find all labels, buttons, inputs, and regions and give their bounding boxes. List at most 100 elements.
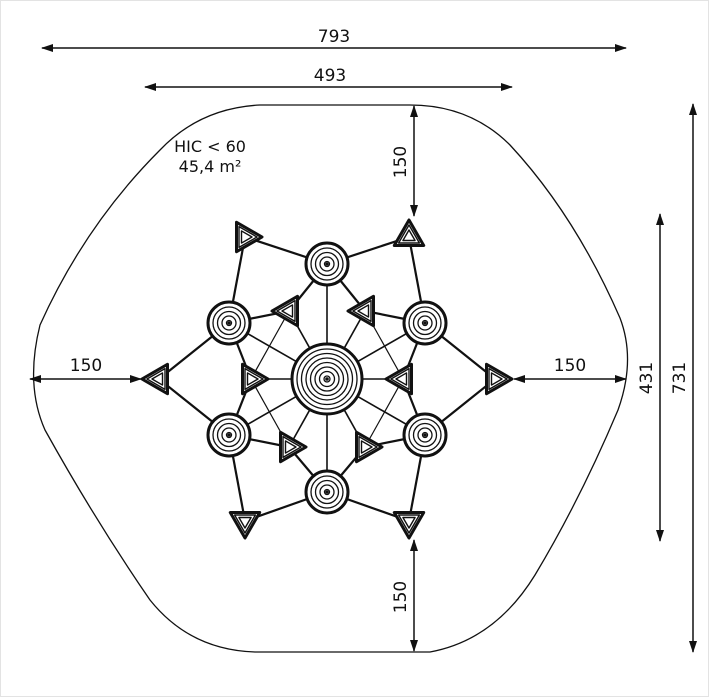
disc-ring	[319, 484, 335, 500]
triangle-ring	[238, 225, 258, 249]
triangle-ring	[352, 299, 372, 323]
disc-ring	[305, 357, 349, 401]
disc-ring	[300, 352, 354, 406]
disc-ring	[216, 310, 242, 336]
disc-ring	[314, 251, 340, 277]
outer-triangle-right	[485, 362, 514, 396]
triangle-ring	[402, 516, 416, 529]
disc-ring	[212, 418, 246, 452]
bottom-clearance-label: 150	[391, 581, 411, 613]
disc-center	[227, 433, 231, 437]
center-disc	[290, 342, 364, 416]
inner-triangle-left	[241, 362, 270, 396]
disc-ring	[412, 310, 438, 336]
disc-ring	[318, 370, 336, 388]
outer-triangle-left	[140, 362, 169, 396]
ring-disc-mbr	[402, 412, 448, 458]
triangle-ring	[488, 367, 508, 391]
disc-ring	[314, 366, 340, 392]
triangle-ring	[151, 372, 164, 386]
inner-triangle-top-left	[270, 294, 299, 328]
disc-ring	[314, 479, 340, 505]
triangle-ring	[357, 304, 370, 318]
disc-center	[227, 321, 231, 325]
disc-ring	[310, 247, 344, 281]
disc-ring	[417, 427, 433, 443]
play-elements	[140, 218, 514, 540]
area-label: 45,4 m²	[179, 157, 242, 176]
disc-ring	[421, 319, 429, 327]
ring-disc-mbl	[206, 412, 252, 458]
triangle-ring	[355, 430, 384, 464]
disc-center	[423, 321, 427, 325]
disc-ring	[417, 315, 433, 331]
disc-center	[325, 377, 329, 381]
right-clearance-label: 150	[554, 356, 586, 376]
triangle-ring	[282, 435, 302, 459]
disc-ring	[323, 375, 331, 383]
triangle-ring	[395, 372, 408, 386]
inner-triangle-top-right	[346, 294, 375, 328]
outer-triangle-bottom-left	[228, 511, 262, 540]
triangle-ring	[233, 514, 257, 534]
overall-width-label: 793	[318, 27, 350, 47]
disc-center	[423, 433, 427, 437]
inner-triangle-bottom-right	[355, 430, 384, 464]
disc-ring	[225, 431, 233, 439]
triangle-ring	[240, 230, 253, 244]
left-clearance-label: 150	[70, 356, 102, 376]
disc-ring	[309, 361, 345, 397]
triangle-ring	[246, 372, 259, 386]
disc-ring	[221, 427, 237, 443]
disc-center	[325, 490, 329, 494]
rope-line	[364, 378, 404, 448]
triangle-ring	[358, 435, 378, 459]
ring-disc-mtl	[206, 300, 252, 346]
overall-height-label: 731	[670, 362, 690, 394]
safety-zone-outline	[32, 104, 629, 653]
disc-ring	[412, 422, 438, 448]
disc-ring	[323, 260, 331, 268]
disc-ring	[221, 315, 237, 331]
disc-ring	[421, 431, 429, 439]
disc-center	[325, 262, 329, 266]
triangle-ring	[276, 299, 296, 323]
disc-ring	[310, 475, 344, 509]
triangle-ring	[284, 440, 297, 454]
triangle-ring	[244, 367, 264, 391]
triangle-ring	[402, 229, 416, 242]
ring-disc-mt	[304, 241, 350, 287]
inner-triangle-right	[384, 362, 413, 396]
outer-triangle-top-left	[235, 220, 264, 254]
disc-ring	[408, 418, 442, 452]
triangle-ring	[346, 294, 375, 328]
top-clearance-label: 150	[391, 146, 411, 178]
safety-hic-label: HIC < 60	[174, 137, 246, 156]
disc-ring	[296, 348, 358, 410]
triangle-ring	[397, 224, 421, 244]
inner-triangle-bottom-left	[279, 430, 308, 464]
disc-ring	[212, 306, 246, 340]
triangle-ring	[390, 367, 410, 391]
disc-ring	[225, 319, 233, 327]
inner-width-label: 493	[314, 66, 346, 86]
inner-height-label: 431	[637, 362, 657, 394]
ring-disc-mtr	[402, 300, 448, 346]
ring-disc-mb	[304, 469, 350, 515]
triangle-ring	[146, 367, 166, 391]
disc-ring	[319, 256, 335, 272]
triangle-ring	[360, 440, 373, 454]
rope-line	[250, 310, 290, 380]
triangle-ring	[270, 294, 299, 328]
outer-triangle-top-right	[392, 218, 426, 247]
triangle-ring	[490, 372, 503, 386]
disc-ring	[323, 488, 331, 496]
triangle-ring	[397, 514, 421, 534]
triangle-ring	[238, 516, 252, 529]
outer-triangle-bottom-right	[392, 511, 426, 540]
triangle-ring	[281, 304, 294, 318]
disc-ring	[216, 422, 242, 448]
disc-ring	[408, 306, 442, 340]
